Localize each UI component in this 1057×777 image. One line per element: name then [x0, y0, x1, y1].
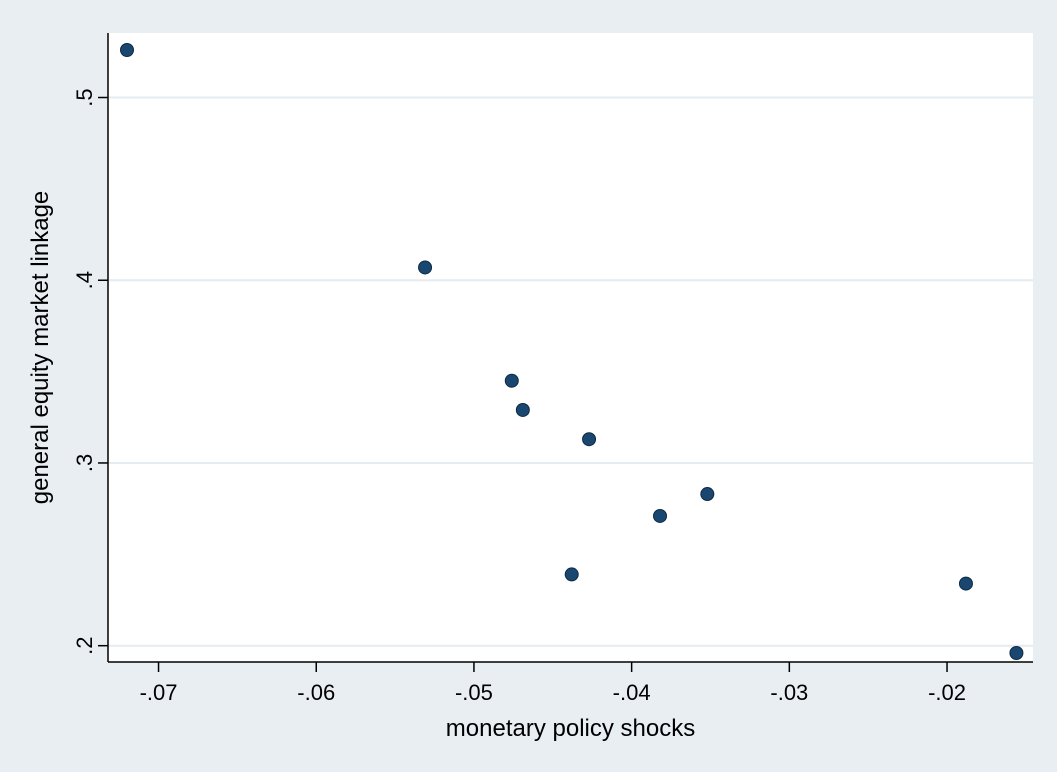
- scatter-point: [418, 260, 433, 275]
- axes: [98, 33, 1033, 672]
- x-tick-label: -.06: [297, 680, 335, 705]
- y-axis-title: general equity market linkage: [27, 191, 54, 505]
- y-tick-label: .4: [72, 271, 97, 289]
- scatter-point: [958, 576, 973, 591]
- x-tick-label: -.02: [928, 680, 966, 705]
- x-tick-label: -.05: [455, 680, 493, 705]
- plot-area: [108, 33, 1033, 662]
- scatter-point: [515, 402, 530, 417]
- scatter-point: [564, 567, 579, 582]
- scatter-point: [582, 432, 597, 447]
- x-tick-label: -.04: [613, 680, 651, 705]
- tick-labels: .2 .3 .4 .5 -.07 -.06 -.05 -.04 -.03 -.02: [72, 88, 966, 705]
- y-tick-label: .5: [72, 88, 97, 106]
- scatter-point: [700, 487, 715, 502]
- x-axis-title: monetary policy shocks: [446, 715, 695, 742]
- y-tick-label: .3: [72, 454, 97, 472]
- y-tick-label: .2: [72, 637, 97, 655]
- scatter-point: [653, 508, 668, 523]
- grid-lines: [109, 96, 1033, 647]
- scatter-point: [1009, 646, 1024, 660]
- x-tick-label: -.03: [770, 680, 808, 705]
- scatter-point: [504, 373, 519, 388]
- x-tick-label: -.07: [140, 680, 178, 705]
- data-points: [120, 43, 1024, 660]
- scatter-point: [120, 43, 134, 57]
